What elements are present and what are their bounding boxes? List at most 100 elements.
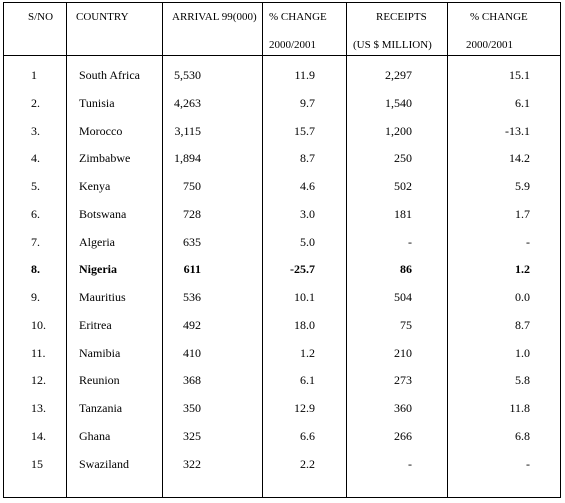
cell-change1: 6.1 <box>300 373 315 388</box>
cell-receipts: 86 <box>400 262 412 277</box>
cell-change1: 9.7 <box>300 95 315 110</box>
cell-change2: 1.0 <box>515 345 530 360</box>
cell-change2: 5.9 <box>515 179 530 194</box>
cell-arrival: 728 <box>183 206 201 221</box>
cell-country: Swaziland <box>79 456 129 471</box>
cell-sno: 8. <box>31 262 40 277</box>
cell-arrival: 350 <box>183 401 201 416</box>
cell-change2: 6.8 <box>515 428 530 443</box>
cell-receipts: 360 <box>394 401 412 416</box>
cell-sno: 10. <box>31 317 46 332</box>
cell-change2: 0.0 <box>515 290 530 305</box>
col-sno: 1 2. 3. 4. 5. 6. 7. 8. 9. 10. 11. 12. 13. 14. 15 <box>3 55 67 498</box>
header-change1-line2: 2000/2001 <box>269 39 317 51</box>
cell-country: Botswana <box>79 206 127 221</box>
col-receipts: 2,297 1,540 1,200 250 502 181 - 86 504 75 210 273 36… <box>346 55 448 498</box>
cell-receipts: - <box>408 456 412 471</box>
col-change1: 11.9 9.7 15.7 8.7 4.6 3.0 5.0 -25.7 10.1 18.0 1.2 6… <box>262 55 347 498</box>
cell-country: Tanzania <box>79 401 123 416</box>
col-change2: 15.1 6.1 -13.1 14.2 5.9 1.7 - 1.2 0.0 8.7 1.0 5.8 11… <box>447 55 561 498</box>
cell-change2: 1.2 <box>515 262 530 277</box>
cell-sno: 2. <box>31 95 40 110</box>
cell-receipts: 181 <box>394 206 412 221</box>
cell-change2: 11.8 <box>509 401 530 416</box>
cell-sno: 14. <box>31 428 46 443</box>
cell-receipts: 273 <box>394 373 412 388</box>
cell-arrival: 492 <box>183 317 201 332</box>
cell-change2: 6.1 <box>515 95 530 110</box>
cell-arrival: 750 <box>183 179 201 194</box>
header-sno: S/NO <box>3 1 67 57</box>
cell-sno: 9. <box>31 290 40 305</box>
cell-change1: -25.7 <box>290 262 315 277</box>
cell-receipts: 504 <box>394 290 412 305</box>
header-change2: % CHANGE 2000/2001 <box>447 1 561 57</box>
cell-change2: 15.1 <box>509 68 530 83</box>
cell-country: Ghana <box>79 428 111 443</box>
cell-arrival: 3,115 <box>174 123 201 138</box>
cell-change2: - <box>526 456 530 471</box>
cell-change2: 5.8 <box>515 373 530 388</box>
cell-country: Kenya <box>79 179 111 194</box>
header-row: S/NO COUNTRY ARRIVAL 99(000) % CHANGE 20… <box>3 1 561 57</box>
cell-change2: 1.7 <box>515 206 530 221</box>
header-receipts-line1: RECEIPTS <box>376 11 427 23</box>
cell-change2: - <box>526 234 530 249</box>
header-change2-line1: % CHANGE <box>470 11 528 23</box>
cell-change2: 8.7 <box>515 317 530 332</box>
header-country: COUNTRY <box>66 1 163 57</box>
cell-country: Zimbabwe <box>79 151 131 166</box>
header-change2-line2: 2000/2001 <box>466 39 514 51</box>
cell-arrival: 4,263 <box>174 95 201 110</box>
header-arrival-label: ARRIVAL 99(000) <box>172 11 257 23</box>
cell-change1: 4.6 <box>300 179 315 194</box>
header-arrival: ARRIVAL 99(000) <box>162 1 263 57</box>
cell-sno: 12. <box>31 373 46 388</box>
cell-receipts: 250 <box>394 151 412 166</box>
cell-change1: 10.1 <box>294 290 315 305</box>
cell-arrival: 1,894 <box>174 151 201 166</box>
cell-country: Reunion <box>79 373 120 388</box>
cell-change1: 11.9 <box>294 68 315 83</box>
cell-sno: 5. <box>31 179 40 194</box>
cell-country: Algeria <box>79 234 115 249</box>
cell-arrival: 325 <box>183 428 201 443</box>
cell-country: South Africa <box>79 68 140 83</box>
cell-receipts: 75 <box>400 317 412 332</box>
header-change1: % CHANGE 2000/2001 <box>262 1 347 57</box>
cell-receipts: 1,540 <box>385 95 412 110</box>
header-change1-line1: % CHANGE <box>269 11 327 23</box>
cell-receipts: - <box>408 234 412 249</box>
cell-change1: 1.2 <box>300 345 315 360</box>
cell-change2: 14.2 <box>509 151 530 166</box>
cell-arrival: 368 <box>183 373 201 388</box>
cell-country: Morocco <box>79 123 123 138</box>
cell-change1: 2.2 <box>300 456 315 471</box>
cell-sno: 15 <box>31 456 43 471</box>
cell-change1: 6.6 <box>300 428 315 443</box>
cell-arrival: 635 <box>183 234 201 249</box>
cell-sno: 11. <box>31 345 46 360</box>
col-arrival: 5,530 4,263 3,115 1,894 750 728 635 611 536 492 41… <box>162 55 263 498</box>
cell-arrival: 536 <box>183 290 201 305</box>
cell-sno: 3. <box>31 123 40 138</box>
cell-sno: 13. <box>31 401 46 416</box>
cell-country: Nigeria <box>79 262 117 277</box>
header-sno-label: S/NO <box>28 11 54 23</box>
cell-change1: 8.7 <box>300 151 315 166</box>
cell-change1: 15.7 <box>294 123 315 138</box>
header-receipts-line2: (US $ MILLION) <box>353 39 432 51</box>
cell-sno: 6. <box>31 206 40 221</box>
cell-sno: 7. <box>31 234 40 249</box>
cell-country: Mauritius <box>79 290 126 305</box>
cell-change2: -13.1 <box>505 123 530 138</box>
cell-country: Eritrea <box>79 317 112 332</box>
cell-change1: 5.0 <box>300 234 315 249</box>
header-receipts: RECEIPTS (US $ MILLION) <box>346 1 448 57</box>
col-country: South Africa Tunisia Morocco Zimbabwe Kenya B… <box>66 55 163 498</box>
cell-country: Tunisia <box>79 95 115 110</box>
cell-receipts: 1,200 <box>385 123 412 138</box>
cell-receipts: 502 <box>394 179 412 194</box>
cell-receipts: 266 <box>394 428 412 443</box>
cell-arrival: 5,530 <box>174 68 201 83</box>
